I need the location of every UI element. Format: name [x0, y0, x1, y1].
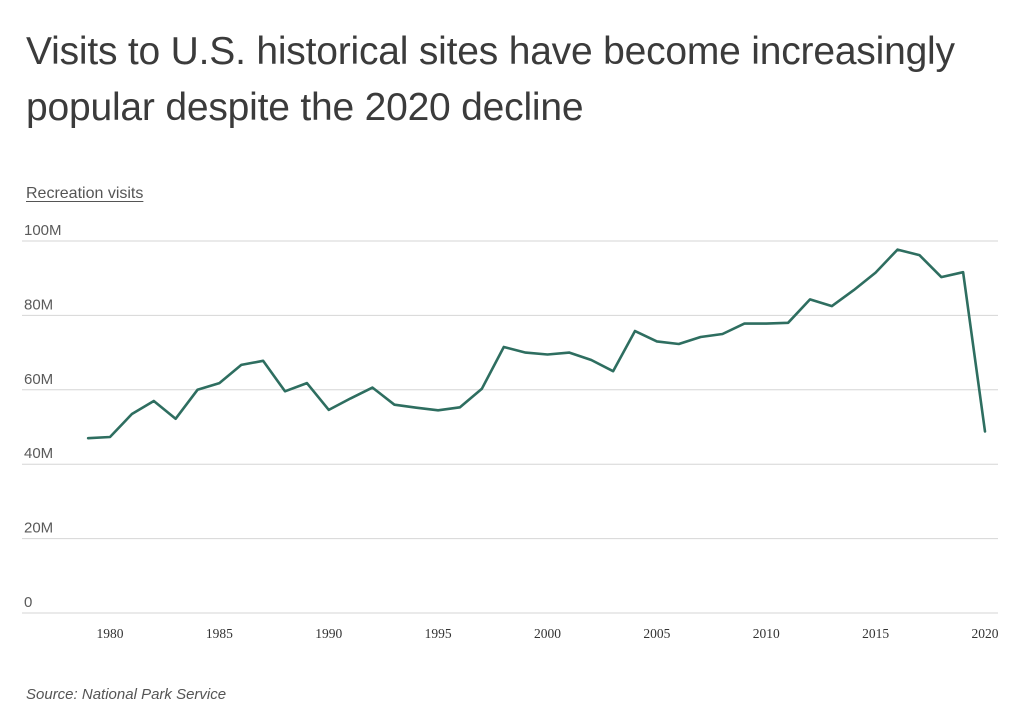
x-tick-label: 2005 [643, 626, 670, 641]
x-tick-label: 2000 [534, 626, 561, 641]
x-tick-labels: 1980 1985 1990 1995 2000 2005 2010 2015 2020 [97, 626, 999, 641]
x-tick-label: 2020 [972, 626, 999, 641]
source-note: Source: National Park Service [26, 686, 227, 703]
chart-title: Visits to U.S. historical sites have bec… [26, 30, 955, 129]
x-tick-label: 2010 [753, 626, 780, 641]
series-line-0 [86, 248, 987, 440]
y-tick-labels: 100M 80M 60M 40M 20M 0 [24, 222, 62, 611]
y-tick-label: 60M [24, 371, 53, 388]
y-tick-label: 0 [24, 594, 32, 611]
x-tick-label: 1995 [425, 626, 452, 641]
y-axis-label: Recreation visits [26, 185, 144, 202]
x-tick-label: 2015 [862, 626, 889, 641]
x-tick-label: 1985 [206, 626, 233, 641]
series [86, 248, 987, 440]
x-tick-label: 1980 [97, 626, 124, 641]
y-tick-label: 100M [24, 222, 62, 239]
gridlines [22, 240, 998, 614]
x-tick-label: 1990 [315, 626, 342, 641]
y-tick-label: 20M [24, 520, 53, 537]
y-tick-label: 40M [24, 445, 53, 462]
y-tick-label: 80M [24, 296, 53, 313]
